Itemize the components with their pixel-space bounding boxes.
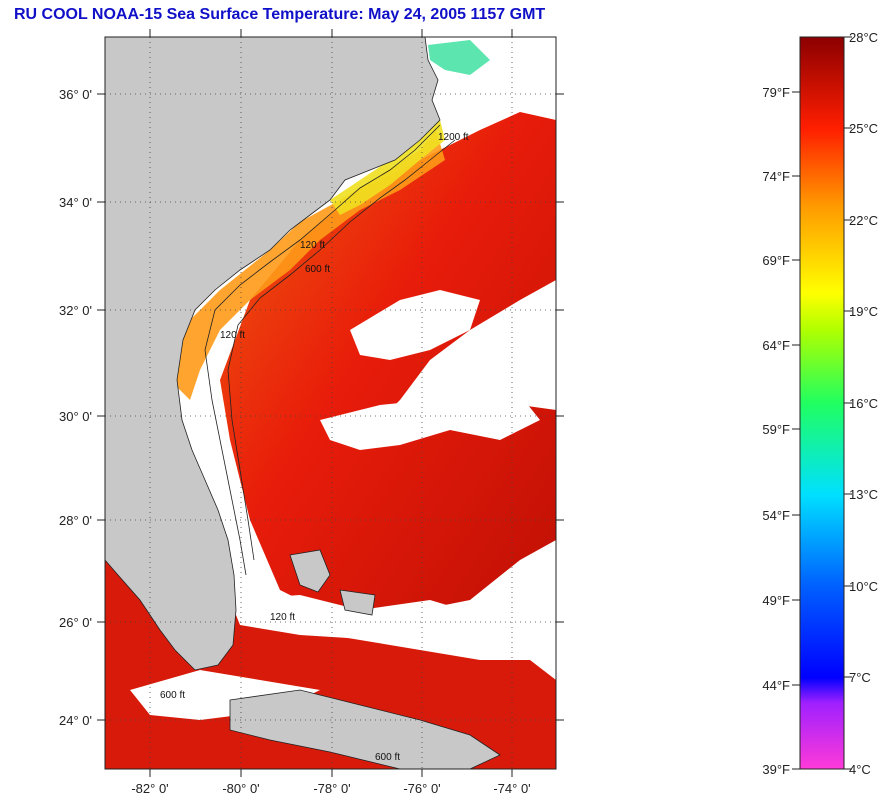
- isobath-label: 600 ft: [375, 752, 400, 763]
- isobath-label: 1200 ft: [438, 132, 469, 143]
- sst-cool-north: [428, 40, 490, 75]
- lat-label: 24° 0': [59, 713, 92, 728]
- lon-label: -74° 0': [493, 781, 530, 796]
- map-frame: [104, 36, 557, 770]
- lon-labels: -82° 0' -80° 0' -78° 0' -76° 0' -74° 0': [131, 781, 530, 796]
- colorbar-gradient: [799, 36, 845, 770]
- colorbar-f-label: 79°F: [762, 85, 790, 100]
- isobath-contour: [204, 124, 441, 576]
- map-panel: [105, 37, 556, 769]
- lat-label: 34° 0': [59, 195, 92, 210]
- colorbar-c-label: 16°C: [849, 396, 878, 411]
- colorbar-f-label: 54°F: [762, 508, 790, 523]
- lat-label: 28° 0': [59, 513, 92, 528]
- chart-title: RU COOL NOAA-15 Sea Surface Temperature:…: [14, 6, 546, 23]
- colorbar-c-label: 7°C: [849, 670, 871, 685]
- colorbar-c-label: 22°C: [849, 213, 878, 228]
- lon-label: -78° 0': [313, 781, 350, 796]
- colorbar-f-label: 69°F: [762, 253, 790, 268]
- sst-cool-coast: [330, 120, 445, 215]
- lat-label: 26° 0': [59, 615, 92, 630]
- colorbar-f-label: 39°F: [762, 762, 790, 777]
- colorbar-c-label: 28°C: [849, 30, 878, 45]
- graticule: [105, 37, 556, 769]
- cloud-patch: [320, 390, 540, 450]
- lat-label: 30° 0': [59, 409, 92, 424]
- lat-label: 36° 0': [59, 87, 92, 102]
- colorbar-c-label: 4°C: [849, 762, 871, 777]
- colorbar-f-label: 44°F: [762, 678, 790, 693]
- colorbar-c-label: 19°C: [849, 304, 878, 319]
- lat-labels: 36° 0' 34° 0' 32° 0' 30° 0' 28° 0' 26° 0…: [59, 87, 92, 728]
- cloud-patch: [350, 290, 480, 360]
- colorbar-f-label: 59°F: [762, 422, 790, 437]
- cloud-patch: [230, 595, 480, 640]
- isobath-contour: [227, 139, 456, 561]
- sst-warm-shelf: [170, 130, 445, 400]
- lon-label: -82° 0': [131, 781, 168, 796]
- frame-ticks: [97, 29, 564, 777]
- isobath-label: 600 ft: [305, 264, 330, 275]
- land-us-southeast: [105, 37, 441, 671]
- lon-label: -76° 0': [403, 781, 440, 796]
- isobath-label: 120 ft: [270, 612, 295, 623]
- colorbar-c-label: 10°C: [849, 579, 878, 594]
- isobath-label: 120 ft: [300, 240, 325, 251]
- isobath-label: 120 ft: [220, 330, 245, 341]
- colorbar-f-label: 64°F: [762, 338, 790, 353]
- colorbar: 79°F 74°F 69°F 64°F 59°F 54°F 49°F 44°F …: [762, 30, 878, 777]
- land-bahamas: [339, 589, 376, 616]
- colorbar-f-label: 74°F: [762, 169, 790, 184]
- isobath-label: 600 ft: [160, 690, 185, 701]
- colorbar-c-label: 13°C: [849, 487, 878, 502]
- lon-label: -80° 0': [222, 781, 259, 796]
- land-cuba: [229, 689, 501, 769]
- land-bahamas: [289, 549, 331, 593]
- lat-label: 32° 0': [59, 303, 92, 318]
- colorbar-f-label: 49°F: [762, 593, 790, 608]
- colorbar-c-label: 25°C: [849, 121, 878, 136]
- isobath-labels: 120 ft 600 ft 1200 ft 120 ft 600 ft 120 …: [160, 132, 469, 763]
